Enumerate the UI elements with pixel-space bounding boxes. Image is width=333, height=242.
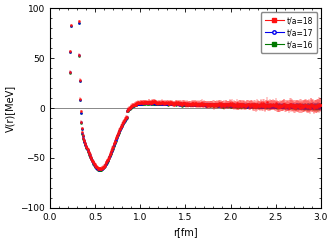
Legend: t/a=18, t/a=17, t/a=16: t/a=18, t/a=17, t/a=16 [261,12,317,53]
Y-axis label: V(r)[MeV]: V(r)[MeV] [5,84,15,132]
X-axis label: r[fm]: r[fm] [173,227,198,237]
